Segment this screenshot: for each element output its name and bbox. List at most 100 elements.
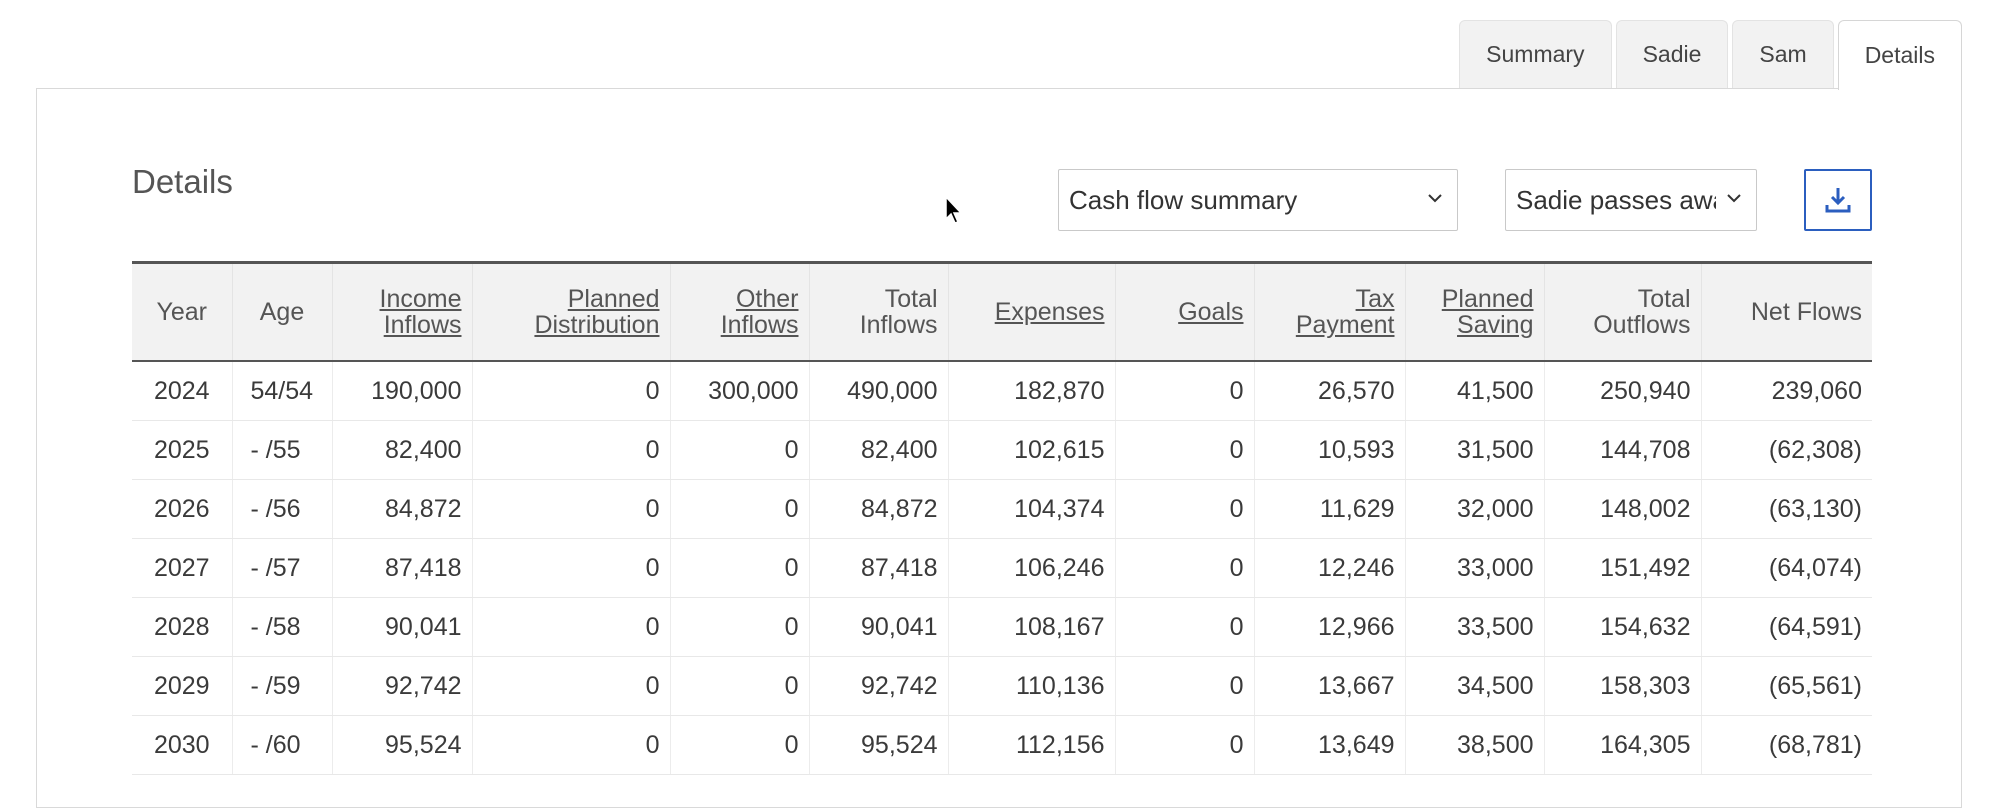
table-cell: 0 [1114, 538, 1254, 598]
table-cell: - /58 [231, 597, 332, 657]
income-inflows-link[interactable]: Income Inflows [379, 285, 462, 339]
table-cell: 0 [471, 479, 670, 539]
table-cell: 182,870 [947, 361, 1115, 421]
table-row: 2027- /57 87,418 0 0 87,418 106,246 0 12,246 33,… [132, 538, 1872, 598]
table-cell: 12,966 [1253, 597, 1405, 657]
planned-saving-link[interactable]: Planned Saving [1441, 285, 1534, 339]
table-cell: (64,591) [1700, 597, 1872, 657]
col-header-goals[interactable]: Goals [1114, 261, 1254, 362]
table-cell: - /57 [231, 538, 332, 598]
table-cell: 87,418 [331, 538, 472, 598]
table-cell: 0 [1114, 715, 1254, 775]
col-header-total-outflows: Total Outflows [1543, 261, 1701, 362]
col-header-planned-saving[interactable]: Planned Saving [1404, 261, 1544, 362]
table-cell: 33,500 [1404, 597, 1544, 657]
table-cell: 92,742 [331, 656, 472, 716]
table-row: 2029- /59 92,742 0 0 92,742 110,136 0 13,667 34,… [132, 656, 1872, 716]
chevron-down-icon [1727, 194, 1741, 203]
tab-details[interactable]: Details [1837, 20, 1962, 90]
expenses-link[interactable]: Expenses [994, 298, 1105, 326]
table-cell: 0 [1114, 361, 1254, 421]
table-cell: 33,000 [1404, 538, 1544, 598]
table-cell: 0 [471, 538, 670, 598]
table-cell: 0 [471, 361, 670, 421]
tab-sam[interactable]: Sam [1732, 20, 1834, 88]
table-cell: 102,615 [947, 420, 1115, 480]
table-cell: 112,156 [947, 715, 1115, 775]
col-header-other-inflows[interactable]: Other Inflows [669, 261, 809, 362]
table-cell: 2029 [132, 656, 232, 716]
table-cell: - /60 [231, 715, 332, 775]
table-cell: 0 [1114, 597, 1254, 657]
tab-summary[interactable]: Summary [1459, 20, 1612, 88]
table-cell: 106,246 [947, 538, 1115, 598]
table-cell: 490,000 [808, 361, 948, 421]
tax-payment-link[interactable]: Tax Payment [1295, 285, 1395, 339]
table-cell: 2026 [132, 479, 232, 539]
other-inflows-link[interactable]: Other Inflows [720, 285, 799, 339]
table-cell: 2025 [132, 420, 232, 480]
table-cell: 13,667 [1253, 656, 1405, 716]
table-cell: 151,492 [1543, 538, 1701, 598]
mouse-cursor-icon [945, 195, 963, 224]
tab-bar: Summary Sadie Sam Details [1459, 20, 1962, 90]
download-button[interactable] [1804, 169, 1872, 231]
table-cell: 34,500 [1404, 656, 1544, 716]
table-cell: 87,418 [808, 538, 948, 598]
table-cell: 2024 [132, 361, 232, 421]
table-cell: 31,500 [1404, 420, 1544, 480]
table-cell: 84,872 [808, 479, 948, 539]
table-row: 2025- /55 82,400 0 0 82,400 102,615 0 10,593 31,… [132, 420, 1872, 480]
report-type-value: Cash flow summary [1069, 184, 1298, 215]
table-cell: 90,041 [331, 597, 472, 657]
table-cell: 26,570 [1253, 361, 1405, 421]
table-cell: 0 [669, 656, 809, 716]
table-cell: 32,000 [1404, 479, 1544, 539]
col-header-expenses[interactable]: Expenses [947, 261, 1115, 362]
table-cell: 2028 [132, 597, 232, 657]
table-cell: (68,781) [1700, 715, 1872, 775]
download-icon [1825, 188, 1851, 213]
table-cell: 158,303 [1543, 656, 1701, 716]
table-cell: 190,000 [331, 361, 472, 421]
table-cell: 90,041 [808, 597, 948, 657]
col-header-planned-distribution[interactable]: Planned Distribution [471, 261, 670, 362]
table-cell: 82,400 [808, 420, 948, 480]
table-cell: 300,000 [669, 361, 809, 421]
table-cell: 0 [471, 715, 670, 775]
table-cell: 0 [1114, 656, 1254, 716]
table-cell: 95,524 [331, 715, 472, 775]
table-cell: 0 [1114, 420, 1254, 480]
goals-link[interactable]: Goals [1178, 298, 1244, 326]
table-cell: 154,632 [1543, 597, 1701, 657]
table-cell: 144,708 [1543, 420, 1701, 480]
table-cell: 148,002 [1543, 479, 1701, 539]
col-header-income-inflows[interactable]: Income Inflows [331, 261, 472, 362]
table-cell: 239,060 [1700, 361, 1872, 421]
report-type-select[interactable]: Cash flow summary [1058, 169, 1458, 231]
planned-distribution-link[interactable]: Planned Distribution [534, 285, 660, 339]
table-cell: 0 [669, 538, 809, 598]
table-cell: 2030 [132, 715, 232, 775]
table-row: 2028- /58 90,041 0 0 90,041 108,167 0 12,966 33,… [132, 597, 1872, 657]
table-cell: (63,130) [1700, 479, 1872, 539]
tab-sadie[interactable]: Sadie [1615, 20, 1729, 88]
table-cell: 10,593 [1253, 420, 1405, 480]
table-cell: 104,374 [947, 479, 1115, 539]
col-header-net-flows: Net Flows [1700, 261, 1872, 362]
table-row: 2030- /60 95,524 0 0 95,524 112,156 0 13,649 38,… [132, 715, 1872, 775]
table-cell: 11,629 [1253, 479, 1405, 539]
table-cell: - /59 [231, 656, 332, 716]
table-cell: 41,500 [1404, 361, 1544, 421]
table-cell: 110,136 [947, 656, 1115, 716]
table-cell: 108,167 [947, 597, 1115, 657]
col-header-total-inflows: Total Inflows [808, 261, 948, 362]
table-cell: 0 [471, 420, 670, 480]
table-cell: 0 [669, 597, 809, 657]
col-header-tax-payment[interactable]: Tax Payment [1253, 261, 1405, 362]
scenario-select[interactable]: Sadie passes awa [1505, 169, 1757, 231]
table-cell: 250,940 [1543, 361, 1701, 421]
table-header-row: Year Age Income Inflows Planned Distribu… [132, 261, 1872, 362]
chevron-down-icon [1428, 194, 1442, 203]
table-cell: - /56 [231, 479, 332, 539]
